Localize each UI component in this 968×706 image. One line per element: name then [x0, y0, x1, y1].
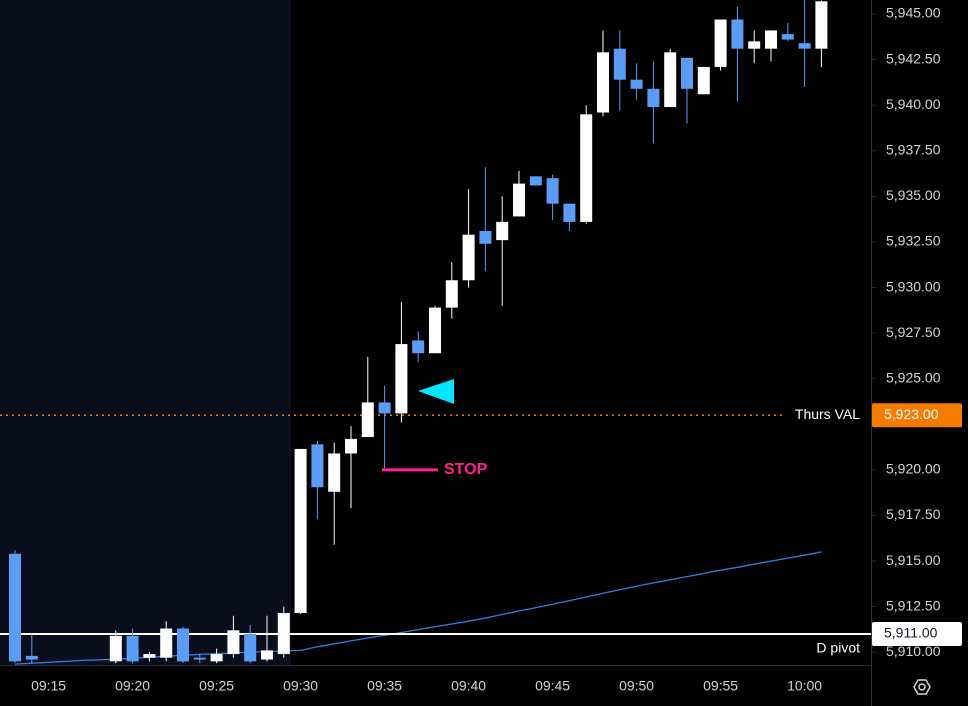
- candle-body: [429, 307, 441, 354]
- candle-body: [378, 402, 391, 414]
- candle-body: [815, 1, 828, 49]
- level-label: Thurs VAL: [795, 406, 860, 422]
- x-tick-label: 09:50: [619, 678, 654, 694]
- y-tick-label: 5,920.00: [886, 461, 941, 477]
- candle-body: [261, 650, 273, 660]
- candle-body: [244, 634, 257, 662]
- y-tick-label: 5,925.00: [886, 369, 941, 385]
- candle-body: [798, 43, 811, 49]
- price-box-label: 5,911.00: [884, 625, 938, 641]
- price-box-label: 5,923.00: [884, 406, 939, 422]
- x-tick-label: 09:55: [703, 678, 738, 694]
- y-tick-label: 5,912.50: [886, 597, 941, 613]
- price-box: [872, 403, 962, 428]
- stop-label: STOP: [444, 461, 488, 478]
- candle-body: [177, 628, 189, 662]
- x-tick-label: 09:35: [367, 678, 402, 694]
- x-tick-label: 09:40: [451, 678, 486, 694]
- candle-body: [361, 402, 374, 438]
- candle-body: [109, 635, 122, 662]
- y-tick-label: 5,917.50: [886, 506, 941, 522]
- candle-body: [765, 30, 777, 49]
- candle-body: [126, 635, 139, 662]
- candle-body: [412, 340, 425, 354]
- y-tick-label: 5,935.00: [886, 187, 941, 203]
- candle-body: [227, 630, 240, 655]
- candle-body: [731, 19, 744, 49]
- settings-icon[interactable]: [913, 679, 931, 695]
- y-tick-label: 5,942.50: [886, 50, 941, 66]
- candle-body: [681, 57, 693, 89]
- x-tick-label: 09:30: [283, 678, 318, 694]
- candle-body: [513, 183, 525, 217]
- candle-body: [664, 52, 677, 108]
- premarket-shading: [0, 0, 291, 665]
- y-tick-label: 5,940.00: [886, 96, 941, 112]
- x-tick-label: 09:15: [31, 678, 66, 694]
- candle-body: [563, 203, 576, 222]
- candle-body: [697, 66, 710, 95]
- candle-body: [714, 19, 727, 67]
- candle-body: [160, 628, 173, 658]
- candle-body: [781, 34, 794, 40]
- settings-dot: [918, 683, 926, 691]
- candle-body: [143, 654, 156, 658]
- level-label: D pivot: [816, 640, 860, 656]
- candle-body: [613, 48, 626, 80]
- y-tick-label: 5,945.00: [886, 5, 941, 21]
- y-tick-label: 5,927.50: [886, 324, 941, 340]
- candle-body: [580, 114, 593, 222]
- y-tick-label: 5,930.00: [886, 278, 941, 294]
- candle-body: [294, 448, 307, 614]
- candle-body: [210, 654, 223, 662]
- y-tick-label: 5,915.00: [886, 552, 941, 568]
- candle-body: [345, 438, 357, 454]
- candle-body: [277, 613, 290, 655]
- x-tick-label: 09:20: [115, 678, 150, 694]
- candle-body: [445, 280, 458, 308]
- candle-body: [647, 88, 660, 108]
- x-tick-label: 10:00: [787, 678, 822, 694]
- candle-body: [529, 176, 542, 186]
- entry-arrow: [418, 379, 454, 404]
- candle-body: [9, 553, 21, 662]
- plot-area: [0, 0, 872, 665]
- candle-body: [597, 52, 609, 113]
- candle-body: [496, 221, 509, 241]
- candle-body: [311, 444, 324, 488]
- candle-body: [630, 79, 643, 89]
- x-tick-label: 09:25: [199, 678, 234, 694]
- y-tick-label: 5,932.50: [886, 233, 941, 249]
- candle-body: [193, 657, 206, 660]
- candle-body: [546, 178, 559, 204]
- y-tick-label: 5,910.00: [886, 643, 941, 659]
- candle-body: [479, 231, 492, 244]
- candle-body: [462, 234, 475, 281]
- candle-body: [748, 41, 761, 49]
- x-tick-label: 09:45: [535, 678, 570, 694]
- candle-body: [395, 344, 408, 414]
- candle-body: [328, 453, 341, 492]
- settings-hexagon: [913, 679, 931, 695]
- y-tick-label: 5,937.50: [886, 141, 941, 157]
- candle-body: [25, 655, 38, 660]
- price-box: [872, 622, 962, 647]
